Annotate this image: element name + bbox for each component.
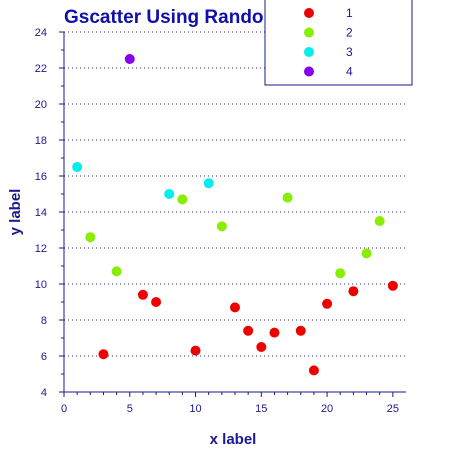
- x-axis-label: x label: [210, 431, 257, 448]
- x-tick-label: 20: [321, 403, 333, 415]
- y-tick-label: 6: [41, 351, 47, 363]
- y-tick-label: 8: [41, 315, 47, 327]
- data-point-series-1: [322, 298, 333, 309]
- legend: 1 2 3 4: [264, 0, 413, 86]
- data-point-series-3: [72, 162, 83, 172]
- data-point-series-2: [216, 221, 227, 232]
- x-tick-label: 5: [127, 403, 133, 415]
- data-point-series-1: [190, 345, 201, 356]
- data-point-series-1: [98, 349, 109, 360]
- y-tick-label: 22: [35, 63, 47, 75]
- data-point-series-1: [295, 325, 306, 336]
- legend-marker-2: [304, 27, 314, 38]
- data-points: [72, 54, 398, 376]
- data-point-series-1: [151, 297, 162, 307]
- data-point-series-2: [335, 268, 346, 279]
- x-tick-label: 0: [61, 403, 67, 415]
- y-tick-label: 14: [35, 207, 47, 219]
- y-tick-label: 10: [35, 279, 47, 291]
- data-point-series-1: [269, 327, 280, 338]
- y-tick-label: 16: [35, 171, 47, 183]
- data-point-series-2: [111, 266, 122, 277]
- y-tick-label: 20: [35, 99, 47, 111]
- x-tick-label: 15: [255, 403, 267, 415]
- y-tick-label: 4: [41, 387, 47, 399]
- legend-label: 4: [346, 65, 353, 79]
- data-point-series-4: [124, 54, 135, 64]
- data-point-series-1: [243, 325, 254, 336]
- data-point-series-1: [137, 289, 148, 300]
- data-point-series-1: [256, 342, 267, 352]
- legend-label: 2: [346, 26, 353, 40]
- data-point-series-3: [203, 178, 214, 189]
- y-tick-label: 18: [35, 135, 47, 147]
- legend-marker-1: [304, 8, 314, 18]
- y-axis-label: y label: [7, 189, 24, 236]
- data-point-series-2: [85, 232, 96, 243]
- x-tick-label: 25: [387, 403, 399, 415]
- legend-marker-3: [304, 47, 314, 57]
- data-point-series-2: [361, 248, 372, 259]
- y-tick-label: 24: [35, 27, 47, 39]
- data-point-series-1: [348, 286, 359, 297]
- data-point-series-1: [308, 365, 319, 376]
- legend-label: 3: [346, 45, 353, 59]
- data-point-series-2: [374, 216, 385, 226]
- legend-marker-4: [304, 66, 314, 77]
- y-tick-label: 12: [35, 243, 47, 255]
- data-point-series-2: [177, 194, 188, 205]
- grid-lines: [64, 31, 406, 357]
- data-point-series-3: [164, 189, 175, 199]
- x-tick-label: 10: [189, 403, 201, 415]
- data-point-series-2: [282, 192, 293, 203]
- legend-box: [264, 0, 413, 86]
- legend-label: 1: [346, 6, 353, 20]
- axes: [63, 32, 406, 393]
- data-point-series-1: [230, 302, 240, 313]
- data-point-series-1: [387, 280, 398, 291]
